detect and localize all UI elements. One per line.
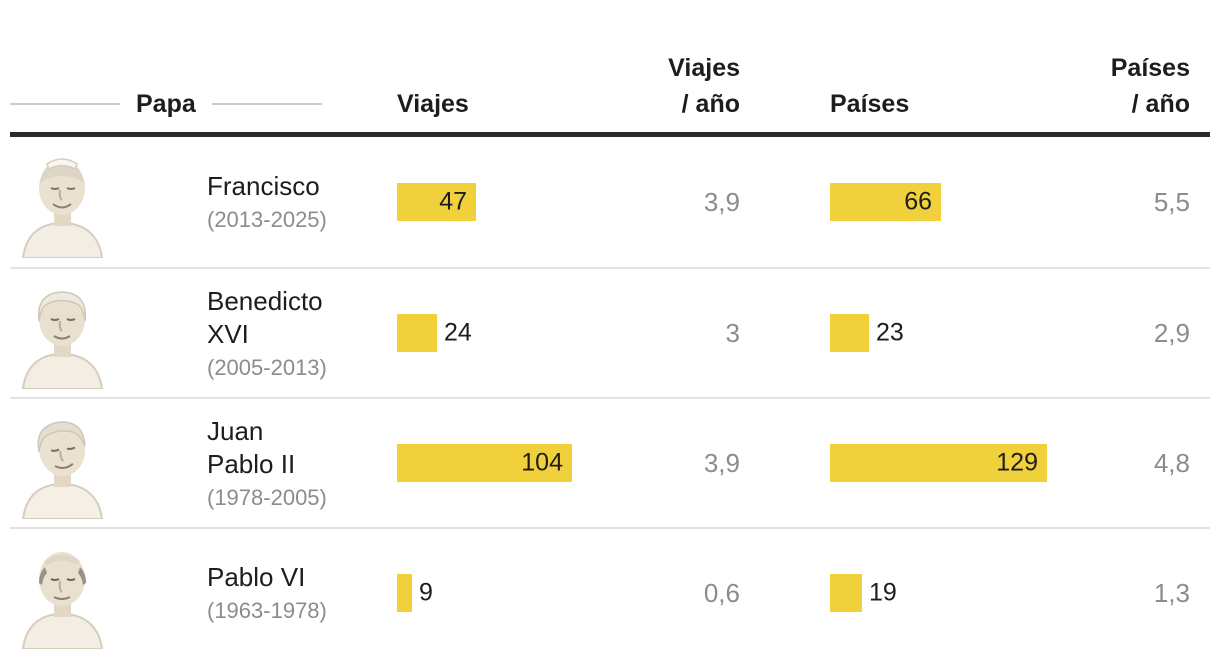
viajes-bar-cell: 9 [390,574,623,612]
pope-photo-cell [10,146,110,258]
viajes-bar: 9 [397,574,433,612]
paises-value: 19 [869,578,897,607]
pope-name-line1: Juan [207,415,264,446]
column-header-viajes-cell: Viajes [390,86,623,122]
pope-francisco-portrait-image [21,158,104,258]
viajes-value: 24 [444,318,472,347]
pope-name: Benedicto XVI [207,285,390,351]
paises-por-ano-value: 4,8 [1153,447,1190,478]
pope-name-cell: Juan Pablo II (1978-2005) [110,415,390,512]
paises-bar: 66 [830,183,941,221]
column-header-paises-por-ano-cell: Países / año [1070,50,1210,122]
pope-benedicto-xvi-portrait-image [21,291,104,389]
table-row: Pablo VI (1963-1978) 9 0,6 19 1,3 [10,527,1210,657]
viajes-por-ano-value: 3 [725,317,740,348]
viajes-value: 47 [439,187,467,216]
paises-bar: 19 [830,574,897,612]
column-header-paises-por-ano-line2: / año [1131,90,1190,118]
pope-name-line2: Pablo II [207,448,296,479]
viajes-bar-cell: 47 [390,183,623,221]
viajes-bar-cell: 24 [390,314,623,352]
viajes-por-ano-value: 3,9 [703,186,740,217]
paises-por-ano-value: 5,5 [1153,186,1190,217]
viajes-bar: 24 [397,314,472,352]
table-header: Papa Viajes Viajes / año Países Países /… [10,0,1210,137]
column-header-viajes-por-ano-line1: Viajes [668,54,740,82]
viajes-value: 9 [419,578,433,607]
pope-name-cell: Francisco (2013-2025) [110,170,390,234]
paises-value: 129 [996,448,1038,477]
paises-bar-cell: 66 [750,183,1070,221]
pope-name: Pablo VI [207,561,390,594]
pope-name: Francisco [207,170,390,203]
pope-years: (1978-2005) [207,484,327,510]
pope-name: Juan Pablo II [207,415,390,481]
pope-years: (1963-1978) [207,598,327,623]
paises-por-ano-value: 2,9 [1153,317,1190,348]
table-row: Francisco (2013-2025) 47 3,9 66 5,5 [10,137,1210,267]
paises-bar: 129 [830,444,1047,482]
viajes-bar: 47 [397,183,476,221]
pope-name-line1: Francisco [207,171,320,201]
column-header-paises: Países [830,90,910,118]
column-header-viajes-por-ano-cell: Viajes / año [623,50,750,122]
table-row: Benedicto XVI (2005-2013) 24 3 23 2,9 [10,267,1210,397]
table-row: Juan Pablo II (1978-2005) 104 3,9 129 4,… [10,397,1210,527]
paises-bar-cell: 129 [750,444,1070,482]
viajes-bar-cell: 104 [390,444,623,482]
pope-name-line1: Benedicto [207,285,323,316]
viajes-por-ano-value: 0,6 [703,577,740,608]
column-header-paises-cell: Países [750,86,1070,122]
header-decor-line-left [10,103,120,105]
pope-years: (2005-2013) [207,354,327,380]
paises-value: 23 [876,318,904,347]
paises-value: 66 [904,187,932,216]
pope-years: (2013-2025) [207,207,327,232]
paises-bar-cell: 23 [750,314,1070,352]
pope-photo-cell [10,407,110,519]
paises-bar-cell: 19 [750,574,1070,612]
column-header-viajes: Viajes [397,90,469,118]
pope-name-cell: Benedicto XVI (2005-2013) [110,285,390,382]
column-header-viajes-por-ano-line2: / año [681,90,740,118]
pope-name-line1: Pablo VI [207,562,306,592]
viajes-value: 104 [521,448,563,477]
column-header-papa-group: Papa [10,86,390,122]
column-header-viajes-por-ano: Viajes / año [668,50,740,122]
pope-name-line2: XVI [207,318,249,349]
pope-name-cell: Pablo VI (1963-1978) [110,561,390,625]
column-header-papa: Papa [136,90,196,118]
pope-photo-cell [10,277,110,389]
viajes-bar: 104 [397,444,572,482]
pope-juan-pablo-ii-portrait-image [21,421,104,519]
pope-photo-cell [10,537,110,649]
column-header-paises-por-ano: Países / año [1111,50,1190,122]
header-decor-line-right [211,103,322,105]
paises-bar: 23 [830,314,904,352]
paises-por-ano-value: 1,3 [1153,577,1190,608]
pope-pablo-vi-portrait-image [21,552,104,649]
viajes-por-ano-value: 3,9 [703,447,740,478]
column-header-paises-por-ano-line1: Países [1110,54,1190,82]
